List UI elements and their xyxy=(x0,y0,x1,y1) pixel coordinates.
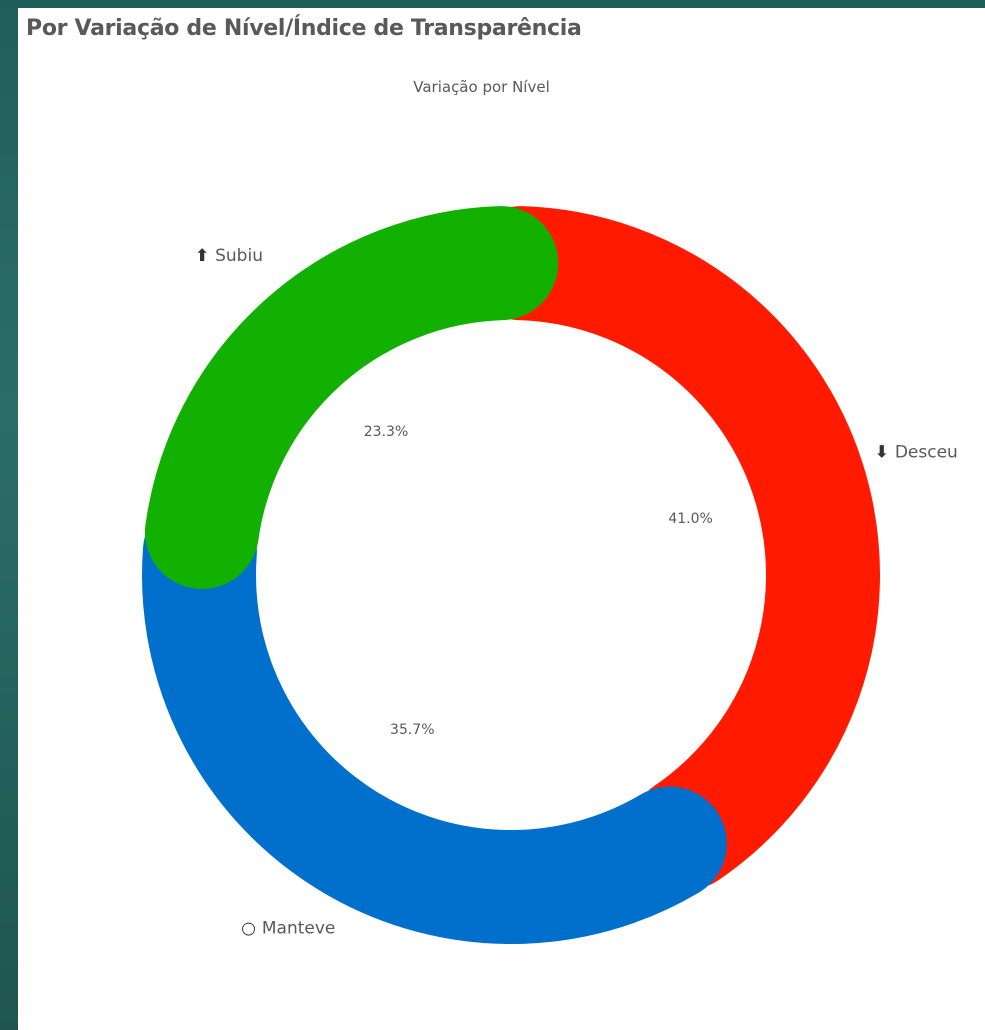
data-label-desceu: 41.0% xyxy=(668,511,712,527)
legend-text-manteve: Manteve xyxy=(262,918,336,938)
slice-subiu[interactable] xyxy=(144,206,559,590)
data-label-subiu: 23.3% xyxy=(364,424,408,440)
data-label-manteve: 35.7% xyxy=(390,722,434,738)
chart-title: Variação por Nível xyxy=(413,78,550,96)
slice-manteve[interactable] xyxy=(142,494,727,944)
legend-text-desceu: Desceu xyxy=(895,442,958,462)
legend-text-subiu: Subiu xyxy=(215,246,263,266)
page-title: Por Variação de Nível/Índice de Transpar… xyxy=(26,16,582,41)
legend-label-desceu: ⬇ Desceu xyxy=(875,442,958,462)
chart-panel: Por Variação de Nível/Índice de Transpar… xyxy=(18,8,985,1030)
arrow-up-icon: ⬆ xyxy=(195,246,215,266)
arrow-down-icon: ⬇ xyxy=(875,442,895,462)
circle-icon: ○ xyxy=(241,918,262,938)
legend-label-subiu: ⬆ Subiu xyxy=(195,246,263,266)
legend-label-manteve: ○ Manteve xyxy=(241,918,335,938)
slice-desceu[interactable] xyxy=(463,206,880,891)
donut-chart: 41.0% ⬇ Desceu 35.7% ○ Manteve 23.3% ⬆ Subiu xyxy=(142,206,958,944)
